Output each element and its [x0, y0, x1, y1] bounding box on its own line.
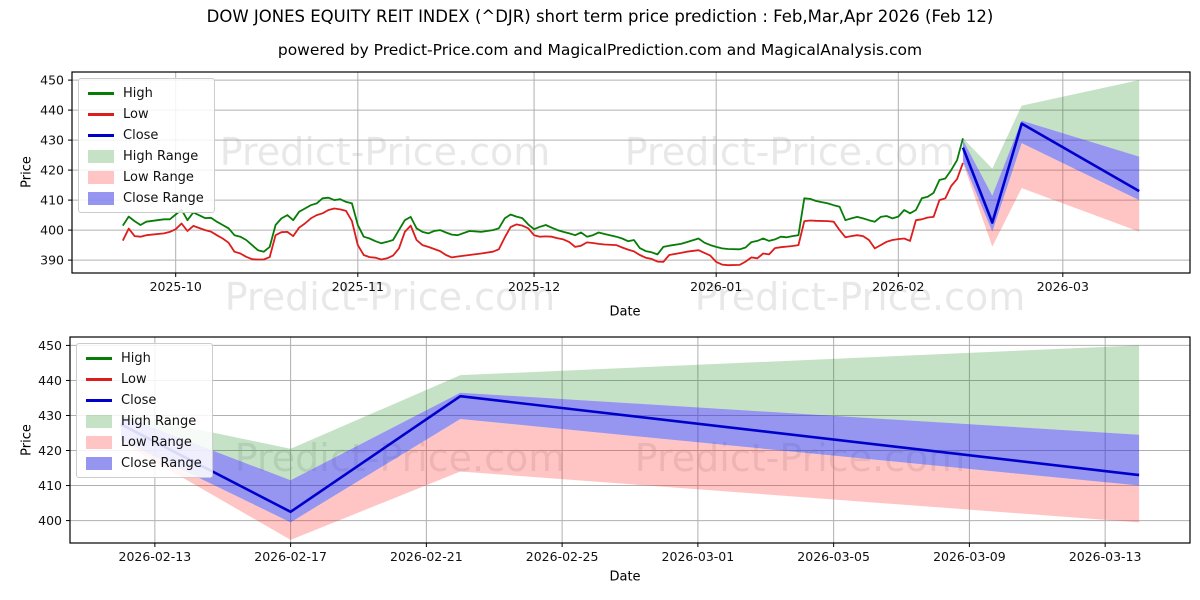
x-tick-label: 2026-02-25 — [526, 549, 599, 564]
legend-line-swatch — [88, 91, 114, 95]
figure-subtitle: powered by Predict-Price.com and Magical… — [277, 41, 923, 59]
y-tick-label: 400 — [38, 513, 62, 528]
x-tick-label: 2025-11 — [332, 279, 384, 294]
legend-item-low: Low — [86, 370, 202, 388]
legend-label: Low — [121, 371, 147, 387]
legend-item-high-range: High Range — [86, 412, 202, 430]
y-tick-label: 410 — [38, 478, 62, 493]
legend-item-close-range: Close Range — [88, 189, 204, 207]
x-tick-label: 2026-02-13 — [119, 549, 192, 564]
watermark-text: Predict-Price.com — [224, 275, 556, 319]
top-chart-x-axis-label: Date — [609, 304, 641, 320]
x-tick-label: 2026-03-05 — [797, 549, 870, 564]
legend-line-swatch — [88, 133, 114, 137]
y-tick-label: 450 — [38, 338, 62, 353]
x-tick-label: 2026-02-17 — [254, 549, 327, 564]
low-range-band — [120, 418, 1140, 540]
y-tick-label: 410 — [40, 193, 64, 208]
legend-label: Close — [123, 127, 159, 143]
legend-label: Low Range — [121, 434, 192, 450]
watermark-text: Predict-Price.com — [624, 130, 956, 174]
legend-label: Close — [121, 392, 157, 408]
bottom-chart-legend: High Low Close High Range Low Range Close Ran… — [76, 343, 213, 478]
legend-line-swatch — [86, 398, 112, 402]
legend-item-close: Close — [88, 126, 204, 144]
legend-label: High Range — [121, 413, 197, 429]
legend-line-swatch — [86, 356, 112, 360]
y-tick-label: 450 — [40, 73, 64, 88]
y-tick-label: 440 — [40, 103, 64, 118]
high-range-band — [962, 80, 1140, 196]
top-chart-legend: High Low Close High Range Low Range Close Ran… — [78, 78, 215, 213]
legend-label: Low — [123, 106, 149, 122]
close-range-band — [962, 120, 1140, 232]
plot-frame — [69, 336, 1191, 544]
legend-item-high-range: High Range — [88, 147, 204, 165]
legend-label: High — [121, 350, 151, 366]
low-range-band — [962, 143, 1140, 247]
legend-patch-swatch — [88, 170, 114, 184]
legend-patch-swatch — [86, 414, 112, 428]
top-chart-y-axis-label: Price — [19, 156, 35, 188]
legend-item-high: High — [86, 349, 202, 367]
y-tick-label: 430 — [38, 408, 62, 423]
legend-patch-swatch — [86, 435, 112, 449]
high-range-band — [120, 345, 1140, 481]
legend-item-low-range: Low Range — [88, 168, 204, 186]
x-tick-label: 2026-02 — [872, 279, 924, 294]
bottom-chart-y-axis-label: Price — [19, 424, 35, 456]
legend-patch-swatch — [88, 149, 114, 163]
legend-line-swatch — [86, 377, 112, 381]
legend-label: High — [123, 85, 153, 101]
x-tick-label: 2025-10 — [150, 279, 202, 294]
figure-title: DOW JONES EQUITY REIT INDEX (^DJR) short… — [206, 7, 994, 26]
legend-item-low-range: Low Range — [86, 433, 202, 451]
legend-label: Close Range — [123, 190, 204, 206]
x-tick-label: 2026-03-13 — [1069, 549, 1142, 564]
legend-label: Low Range — [123, 169, 194, 185]
bottom-chart: 400 410 420 430 440 450 2026-02-13 2026-02-17 20… — [38, 336, 1191, 564]
plot-frame — [71, 71, 1191, 274]
close-range-band — [120, 392, 1140, 523]
bottom-chart-x-axis-label: Date — [609, 569, 641, 585]
y-tick-label: 420 — [38, 443, 62, 458]
x-tick-label: 2026-03-09 — [933, 549, 1006, 564]
y-tick-label: 420 — [40, 163, 64, 178]
x-tick-label: 2026-03 — [1037, 279, 1089, 294]
legend-item-high: High — [88, 84, 204, 102]
y-tick-label: 390 — [40, 253, 64, 268]
legend-item-close-range: Close Range — [86, 454, 202, 472]
legend-label: Close Range — [121, 455, 202, 471]
x-tick-label: 2026-02-21 — [390, 549, 463, 564]
legend-item-close: Close — [86, 391, 202, 409]
low-line — [122, 162, 964, 267]
x-tick-label: 2025-12 — [508, 279, 560, 294]
x-tick-label: 2026-03-01 — [662, 549, 735, 564]
legend-patch-swatch — [88, 191, 114, 205]
watermark-text: Predict-Price.com — [694, 275, 1026, 319]
legend-line-swatch — [88, 112, 114, 116]
high-line — [122, 138, 964, 256]
y-tick-label: 430 — [40, 133, 64, 148]
legend-label: High Range — [123, 148, 199, 164]
y-tick-label: 440 — [38, 373, 62, 388]
x-tick-label: 2026-01 — [690, 279, 742, 294]
legend-item-low: Low — [88, 105, 204, 123]
top-chart: 390 400 410 420 430 440 450 2025-10 2025-11 2025-… — [40, 71, 1191, 294]
close-line — [961, 122, 1140, 224]
legend-patch-swatch — [86, 456, 112, 470]
y-tick-label: 400 — [40, 223, 64, 238]
watermark-text: Predict-Price.com — [219, 130, 551, 174]
